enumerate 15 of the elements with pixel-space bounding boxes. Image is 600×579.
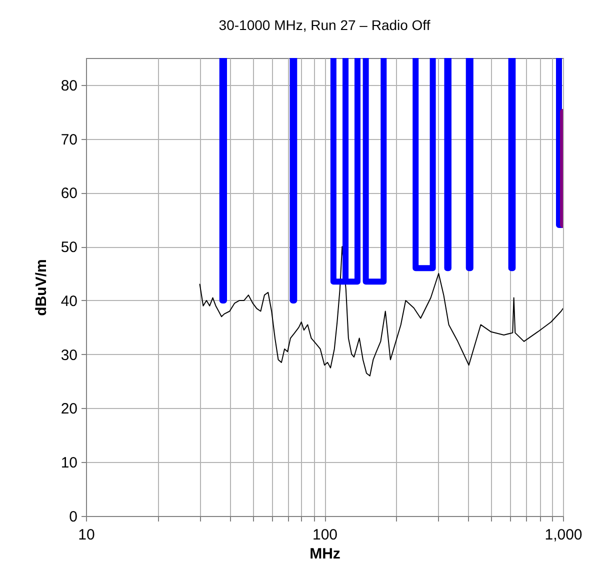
y-tick-label: 40 [60, 292, 78, 310]
x-axis-title: MHz [310, 546, 340, 562]
chart-title: 30-1000 MHz, Run 27 – Radio Off [218, 17, 430, 33]
y-tick-label: 70 [60, 131, 78, 148]
y-axis-title: dBuV/m [32, 259, 50, 316]
y-tick-label: 10 [60, 454, 78, 472]
y-tick-label: 20 [60, 400, 78, 418]
y-tick-label: 60 [60, 185, 78, 202]
x-tick-label: 1,000 [544, 526, 582, 544]
y-tick-label: 80 [60, 77, 78, 94]
x-tick-label: 10 [78, 526, 95, 544]
x-tick-label: 100 [312, 526, 338, 544]
y-tick-label: 30 [60, 346, 78, 364]
y-tick-label: 0 [69, 508, 78, 526]
y-tick-label: 50 [60, 239, 78, 256]
